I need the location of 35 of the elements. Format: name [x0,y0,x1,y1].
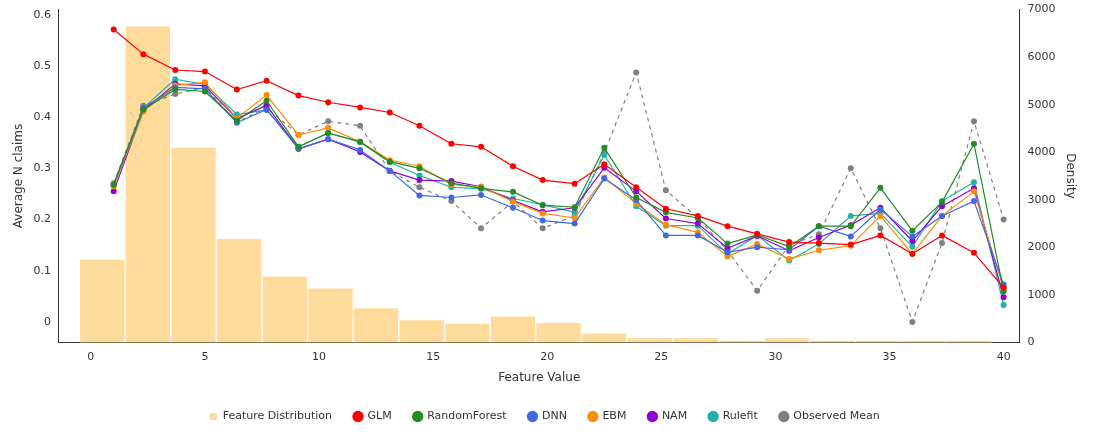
x-tick-label: 20 [540,349,555,363]
y2-tick-label: 7000 [1027,2,1056,16]
legend-label: RandomForest [427,409,508,423]
legend-label: Observed Mean [793,409,880,423]
y-axis-title: Average N claims [11,123,26,229]
y2-axis-title: Density [1063,153,1078,199]
y2-tick-label: 2000 [1027,240,1056,254]
x-tick-label: 30 [768,349,783,363]
legend-label: EBM [602,409,627,423]
y2-tick-label: 6000 [1027,50,1056,63]
y2-tick-label: 3000 [1027,192,1056,206]
y-tick-label: 0.4 [33,109,51,123]
y-tick-label: 0.2 [33,212,51,226]
legend-label: Feature Distribution [222,409,333,423]
y-tick-label: 0.1 [33,263,51,277]
y2-tick-label: 5000 [1027,97,1056,111]
x-tick-label: 10 [312,349,327,363]
x-tick-label: 25 [654,349,669,363]
x-tick-label: 0 [87,349,95,363]
x-tick-label: 35 [882,349,897,363]
y2-tick-label: 1000 [1027,287,1056,301]
y-tick-label: 0.5 [33,58,51,72]
legend-label: DNN [541,409,567,423]
y-tick-label: 0.3 [33,161,51,175]
legend-label: NAM [661,409,688,423]
x-tick-label: 15 [426,349,441,363]
y2-tick-label: 4000 [1027,145,1056,159]
x-axis-title: Feature Value [498,369,581,384]
legend-label: Rulefit [722,409,759,423]
x-tick-label: 5 [201,349,209,363]
legend-label: GLM [367,409,392,423]
y-tick-label: 0 [43,314,51,328]
y-tick-label: 0.6 [33,7,51,21]
x-tick-label: 40 [996,349,1011,363]
y2-tick-label: 0 [1027,335,1035,349]
